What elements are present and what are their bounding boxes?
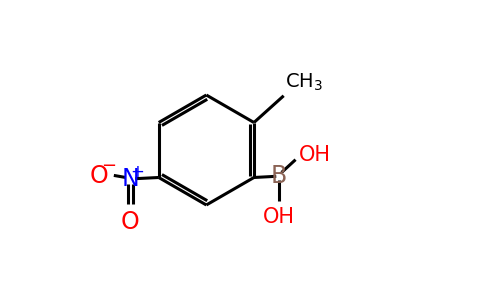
Text: +: + xyxy=(130,163,144,181)
Text: O: O xyxy=(121,210,140,234)
Text: OH: OH xyxy=(299,145,331,165)
Text: −: − xyxy=(101,157,116,175)
Text: OH: OH xyxy=(263,207,295,227)
Text: O: O xyxy=(90,164,108,188)
Text: B: B xyxy=(271,164,287,188)
Text: N: N xyxy=(121,167,139,191)
Text: CH$_3$: CH$_3$ xyxy=(285,71,323,93)
